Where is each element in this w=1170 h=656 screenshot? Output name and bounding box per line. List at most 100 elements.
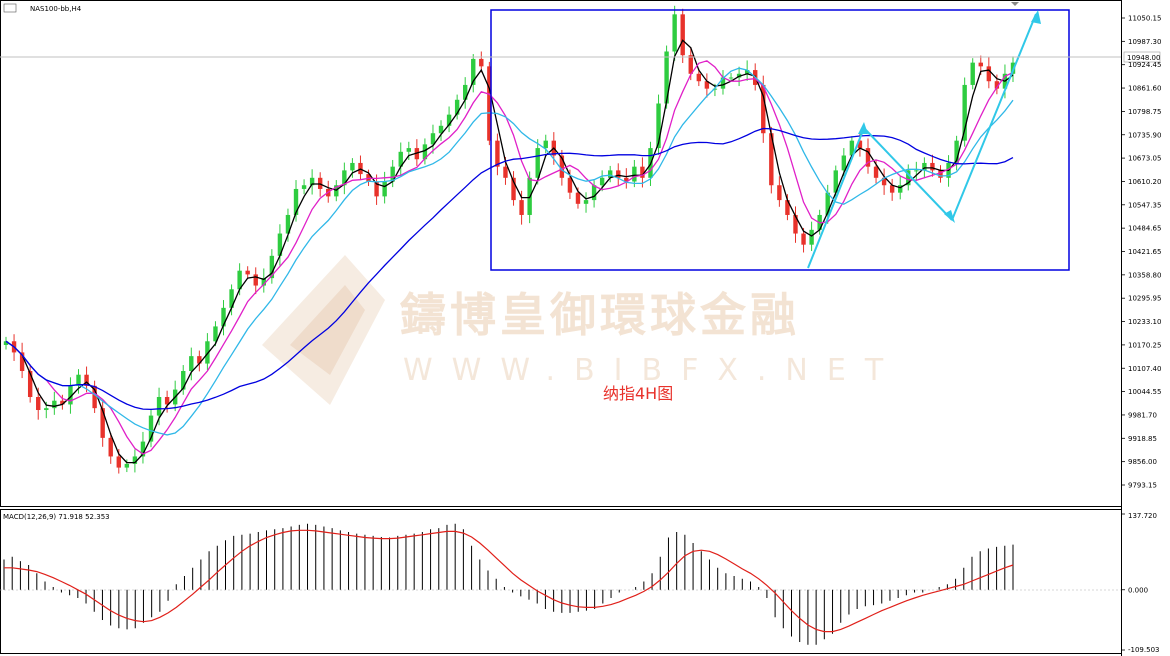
candle-body: [52, 400, 57, 409]
price-tick-label: 10295.95: [1128, 295, 1161, 303]
candle-body: [833, 170, 838, 193]
scroll-marker[interactable]: [1011, 2, 1019, 6]
price-tick-label: 9981.70: [1128, 411, 1157, 419]
price-tick-label: 10735.90: [1128, 131, 1161, 139]
price-tick-label: 10673.05: [1128, 155, 1161, 163]
candle-body: [962, 84, 967, 141]
current-price-label: 10948.00: [1127, 54, 1160, 62]
watermark-chinese: 鑄博皇御環球金融: [399, 288, 800, 342]
candle-body: [543, 140, 548, 149]
candle-body: [769, 133, 774, 186]
candle-body: [881, 177, 887, 186]
trend-arrow-up-right: [951, 13, 1037, 221]
candle-body: [841, 155, 847, 171]
candle-body: [374, 181, 379, 197]
candle-body: [100, 408, 105, 438]
candle-body: [446, 114, 452, 126]
price-tick-label: 10861.60: [1128, 85, 1161, 93]
candle-body: [744, 70, 750, 74]
candle-body: [672, 14, 677, 52]
price-tick-label: 10421.65: [1128, 248, 1161, 256]
main-panel-frame: [0, 0, 1122, 507]
arrow-head-3: [1031, 10, 1041, 24]
price-tick-label: 10924.45: [1128, 61, 1161, 69]
candle-body: [342, 170, 347, 186]
candle-body: [583, 200, 589, 204]
candle-body: [986, 66, 992, 82]
candle-body: [438, 125, 444, 134]
candle-body: [213, 326, 218, 342]
price-tick-label: 10358.80: [1128, 271, 1161, 279]
candle-body: [269, 255, 275, 279]
ma-mid-line: [5, 60, 1014, 455]
macd-tick-label: 0.000: [1128, 586, 1148, 594]
candle-body: [809, 229, 814, 245]
candle-body: [189, 356, 194, 371]
price-tick-label: 10484.65: [1128, 225, 1161, 233]
candle-body: [954, 140, 959, 163]
candle-body: [3, 341, 9, 345]
candle-body: [406, 148, 411, 152]
candle-body: [245, 270, 250, 275]
macd-histogram: [3, 523, 1014, 645]
price-axis-ticks: 11050.15 10987.30 10924.45 10861.60 10798.75…: [1121, 15, 1161, 490]
candle-body: [148, 415, 154, 442]
candle-body: [688, 55, 693, 74]
candle-body: [164, 397, 170, 405]
arrow-head-2: [944, 210, 955, 223]
candle-body: [277, 233, 283, 256]
arrow-head-1: [858, 122, 868, 134]
candle-body: [76, 374, 81, 386]
candle-body: [680, 14, 685, 56]
candle-body: [60, 400, 65, 405]
candle-body: [519, 200, 524, 215]
macd-tick-label: 137.720: [1128, 512, 1157, 520]
candle-body: [591, 185, 597, 201]
candle-body: [237, 270, 242, 290]
candle-body: [430, 133, 436, 145]
ma-slow-line: [5, 67, 1014, 436]
price-tick-label: 9856.00: [1128, 458, 1157, 466]
candle-body: [471, 58, 476, 85]
candle-body: [301, 185, 307, 189]
candle-body: [205, 341, 210, 364]
candle-body: [285, 214, 291, 234]
candle-body: [914, 170, 919, 172]
candle-body: [84, 374, 89, 386]
candle-body: [930, 162, 935, 171]
candle-body: [599, 177, 605, 186]
candle-body: [873, 166, 879, 178]
candle-body: [124, 463, 130, 468]
ma-fast-line: [5, 39, 1014, 464]
macd-axis-ticks: 137.720 0.000 -109.503: [1121, 512, 1159, 654]
candle-body: [994, 81, 1000, 89]
price-tick-label: 10170.25: [1128, 341, 1161, 349]
candle-body: [640, 166, 645, 178]
candle-body: [567, 177, 573, 193]
moving-average-lines: [5, 39, 1014, 464]
candle-body: [221, 307, 226, 327]
candle-body: [229, 289, 234, 308]
candle-body: [608, 170, 613, 178]
macd-panel-frame: [0, 509, 1122, 654]
candle-body: [36, 397, 41, 411]
candle-body: [922, 162, 927, 171]
candle-body: [938, 170, 943, 178]
symbol-icon: [3, 3, 17, 13]
candle-body: [503, 166, 508, 178]
macd-title: MACD(12,26,9) 71.918 52.353: [3, 513, 110, 521]
candle-body: [390, 166, 395, 182]
candle-body: [197, 356, 202, 364]
price-tick-label: 9918.85: [1128, 435, 1157, 443]
candle-body: [616, 170, 621, 178]
symbol-title: NAS100-bb,H4: [30, 5, 82, 13]
price-tick-label: 10610.20: [1128, 178, 1161, 186]
candle-body: [696, 73, 702, 82]
candle-body: [825, 192, 830, 215]
candle-body: [92, 385, 97, 409]
trend-arrow-down: [863, 127, 953, 221]
candle-body: [970, 62, 975, 85]
range-box: [490, 9, 1070, 271]
candle-body: [309, 177, 315, 186]
